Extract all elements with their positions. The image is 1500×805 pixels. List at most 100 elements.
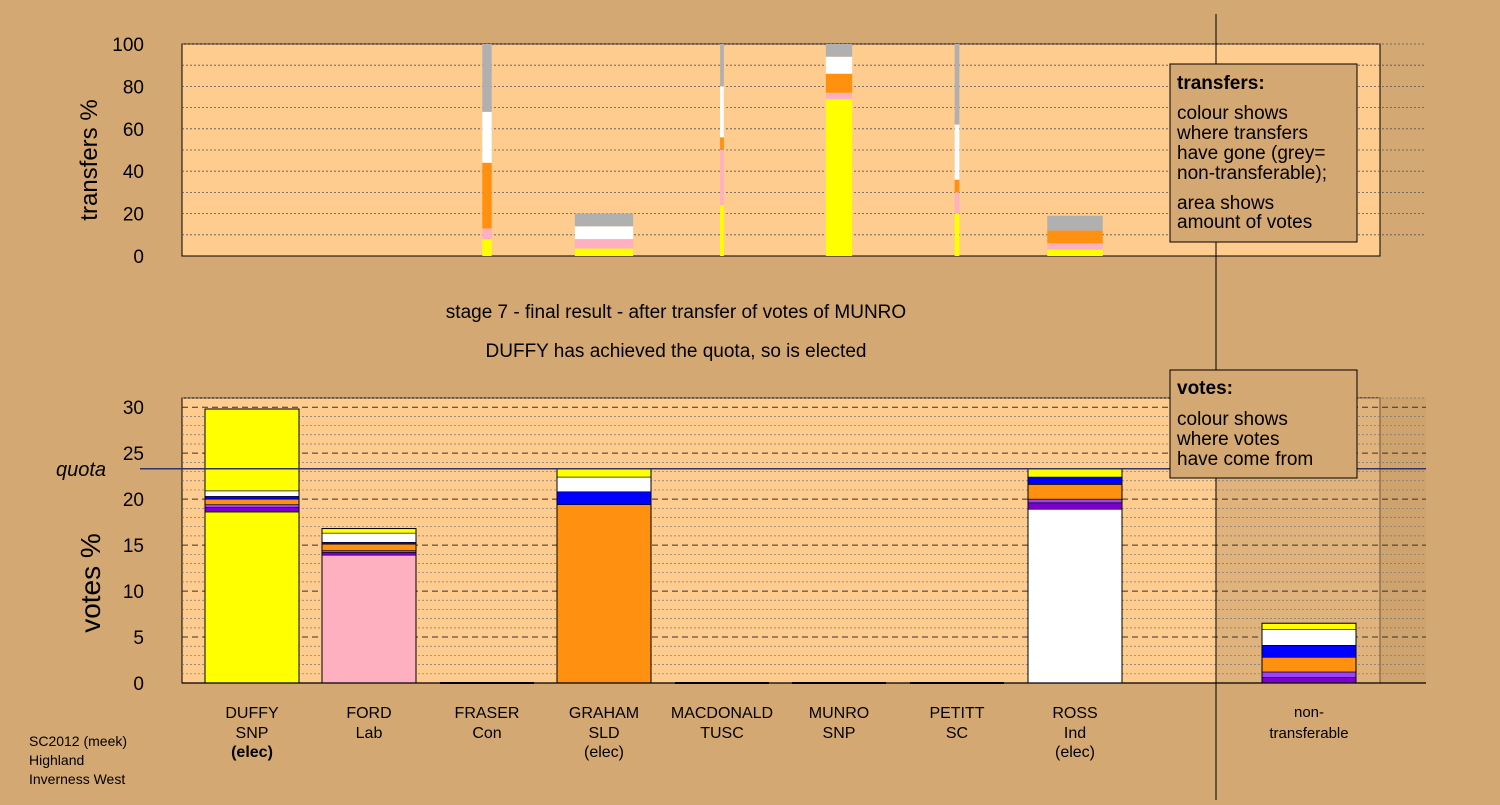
votes-legend-title: votes: — [1177, 378, 1233, 399]
vote-bar-segment-graham — [556, 504, 652, 684]
vote-bar-segment-ross — [1027, 508, 1123, 684]
vote-bar-segment-non-transferable — [1261, 629, 1357, 646]
vote-bar-segment-ross — [1027, 484, 1123, 500]
transfers-tick-label: 40 — [123, 162, 144, 183]
votes-bars — [182, 408, 1426, 684]
vote-bar-segment-non-transferable — [1261, 677, 1357, 684]
vote-bar-segment-duffy — [204, 511, 300, 684]
candidate-party-label: SNP — [823, 725, 856, 742]
transfers-bars — [482, 44, 1103, 257]
footer-line: SC2012 (meek) — [29, 733, 127, 749]
candidate-party-label: SNP — [236, 725, 269, 742]
transfer-bar-segment-fraser — [482, 162, 492, 229]
stage-title: stage 7 - final result - after transfer … — [446, 302, 906, 323]
transfer-bar-segment-petitt — [954, 213, 960, 256]
transfer-bar-segment-graham — [574, 213, 634, 227]
transfer-bar-segment-ross — [1047, 230, 1103, 244]
votes-tick-label: 10 — [123, 582, 144, 603]
candidate-party-label: SLD — [588, 725, 619, 742]
transfer-bar-segment-munro — [825, 44, 853, 57]
vote-bar-segment-ross — [1027, 502, 1123, 510]
candidate-name-label: GRAHAM — [569, 705, 639, 722]
candidate-party-label: SC — [946, 725, 968, 742]
transfer-bar-segment-macdonald — [720, 86, 724, 138]
candidate-name-label: FRASER — [455, 705, 520, 722]
vote-bar-segment-non-transferable — [1261, 671, 1357, 678]
transfer-bar-segment-munro — [825, 92, 853, 100]
votes-ylabel: votes % — [75, 533, 106, 633]
transfers-legend-line: non-transferable); — [1177, 163, 1327, 184]
vote-bar-segment-ford — [321, 532, 417, 543]
transfer-bar-segment-ross — [1047, 243, 1103, 250]
vote-bar-segment-duffy — [204, 507, 300, 513]
transfers-legend-line: colour shows — [1177, 103, 1288, 124]
vote-bar-segment-duffy — [204, 498, 300, 505]
vote-bar-segment-ford — [321, 554, 417, 684]
transfers-tick-label: 80 — [123, 77, 144, 98]
vote-bar-segment-ross — [1027, 498, 1123, 504]
votes-legend-line: have come from — [1177, 449, 1313, 470]
votes-grid — [182, 397, 1426, 675]
transfers-tick-label: 100 — [112, 35, 144, 56]
transfer-bar-segment-macdonald — [720, 137, 724, 150]
transfers-legend-box: transfers: colour shows where transfers … — [1169, 63, 1358, 243]
candidate-party-label: Lab — [356, 725, 383, 742]
stage-subtitle: DUFFY has achieved the quota, so is elec… — [486, 341, 867, 362]
transfer-bar-segment-ross — [1047, 215, 1103, 231]
votes-tick-label: 30 — [123, 398, 144, 419]
transfer-bar-segment-petitt — [954, 179, 960, 193]
transfers-tick-label: 0 — [133, 247, 144, 268]
votes-legend-box: votes: colour shows where votes have com… — [1169, 369, 1358, 479]
candidate-party-label: transferable — [1269, 725, 1348, 742]
candidate-name-label: PETITT — [929, 705, 984, 722]
candidate-name-label: MACDONALD — [671, 705, 773, 722]
axis-ticks: 0 20 40 60 80 100 0 5 10 15 20 25 30 — [112, 35, 144, 695]
candidate-name-label: FORD — [346, 705, 391, 722]
transfer-bar-segment-fraser — [482, 44, 492, 112]
transfer-bar-segment-fraser — [482, 239, 492, 256]
transfer-bar-segment-petitt — [954, 192, 960, 214]
candidate-status-label: (elec) — [1055, 744, 1095, 761]
votes-tick-label: 20 — [123, 490, 144, 511]
transfer-bar-segment-graham — [574, 226, 634, 240]
vote-bar-segment-ross — [1027, 468, 1123, 478]
votes-tick-label: 5 — [133, 628, 144, 649]
vote-bar-segment-non-transferable — [1261, 656, 1357, 673]
vote-bar-segment-duffy — [204, 408, 300, 492]
candidate-status-label: (elec) — [584, 744, 624, 761]
transfer-bar-segment-fraser — [482, 228, 492, 240]
vote-bar-segment-non-transferable — [1261, 645, 1357, 658]
vote-bar-segment-ford — [321, 528, 417, 534]
transfers-legend-line: where transfers — [1176, 123, 1308, 144]
candidate-status-label: (elec) — [231, 744, 273, 761]
transfer-bar-segment-petitt — [954, 44, 960, 125]
transfers-legend-title: transfers: — [1177, 73, 1265, 94]
vote-bar-segment-ross — [1027, 476, 1123, 485]
candidate-party-label: Ind — [1064, 725, 1086, 742]
transfers-legend-line: amount of votes — [1177, 212, 1312, 233]
footer-line: Inverness West — [29, 771, 125, 787]
vote-bar-segment-ford — [321, 552, 417, 556]
transfer-bar-segment-graham — [574, 239, 634, 249]
transfers-legend-line: area shows — [1177, 193, 1274, 214]
transfer-bar-segment-macdonald — [720, 44, 724, 87]
transfer-bar-segment-petitt — [954, 124, 960, 180]
transfer-bar-segment-macdonald — [720, 205, 724, 256]
vote-bar-segment-ford — [321, 543, 417, 551]
candidate-name-label: ROSS — [1052, 705, 1097, 722]
transfer-bar-segment-graham — [574, 248, 634, 256]
quota-label: quota — [56, 459, 106, 481]
transfers-tick-label: 20 — [123, 205, 144, 226]
vote-bar-segment-duffy — [204, 490, 300, 497]
transfers-tick-label: 60 — [123, 120, 144, 141]
vote-bar-segment-graham — [556, 468, 652, 478]
vote-bar-segment-graham — [556, 476, 652, 493]
transfer-bar-segment-munro — [825, 73, 853, 93]
candidate-party-label: TUSC — [700, 725, 744, 742]
vote-bar-segment-duffy — [204, 496, 300, 500]
votes-tick-label: 25 — [123, 444, 144, 465]
votes-legend-line: where votes — [1176, 429, 1279, 450]
votes-legend-line: colour shows — [1177, 409, 1288, 430]
